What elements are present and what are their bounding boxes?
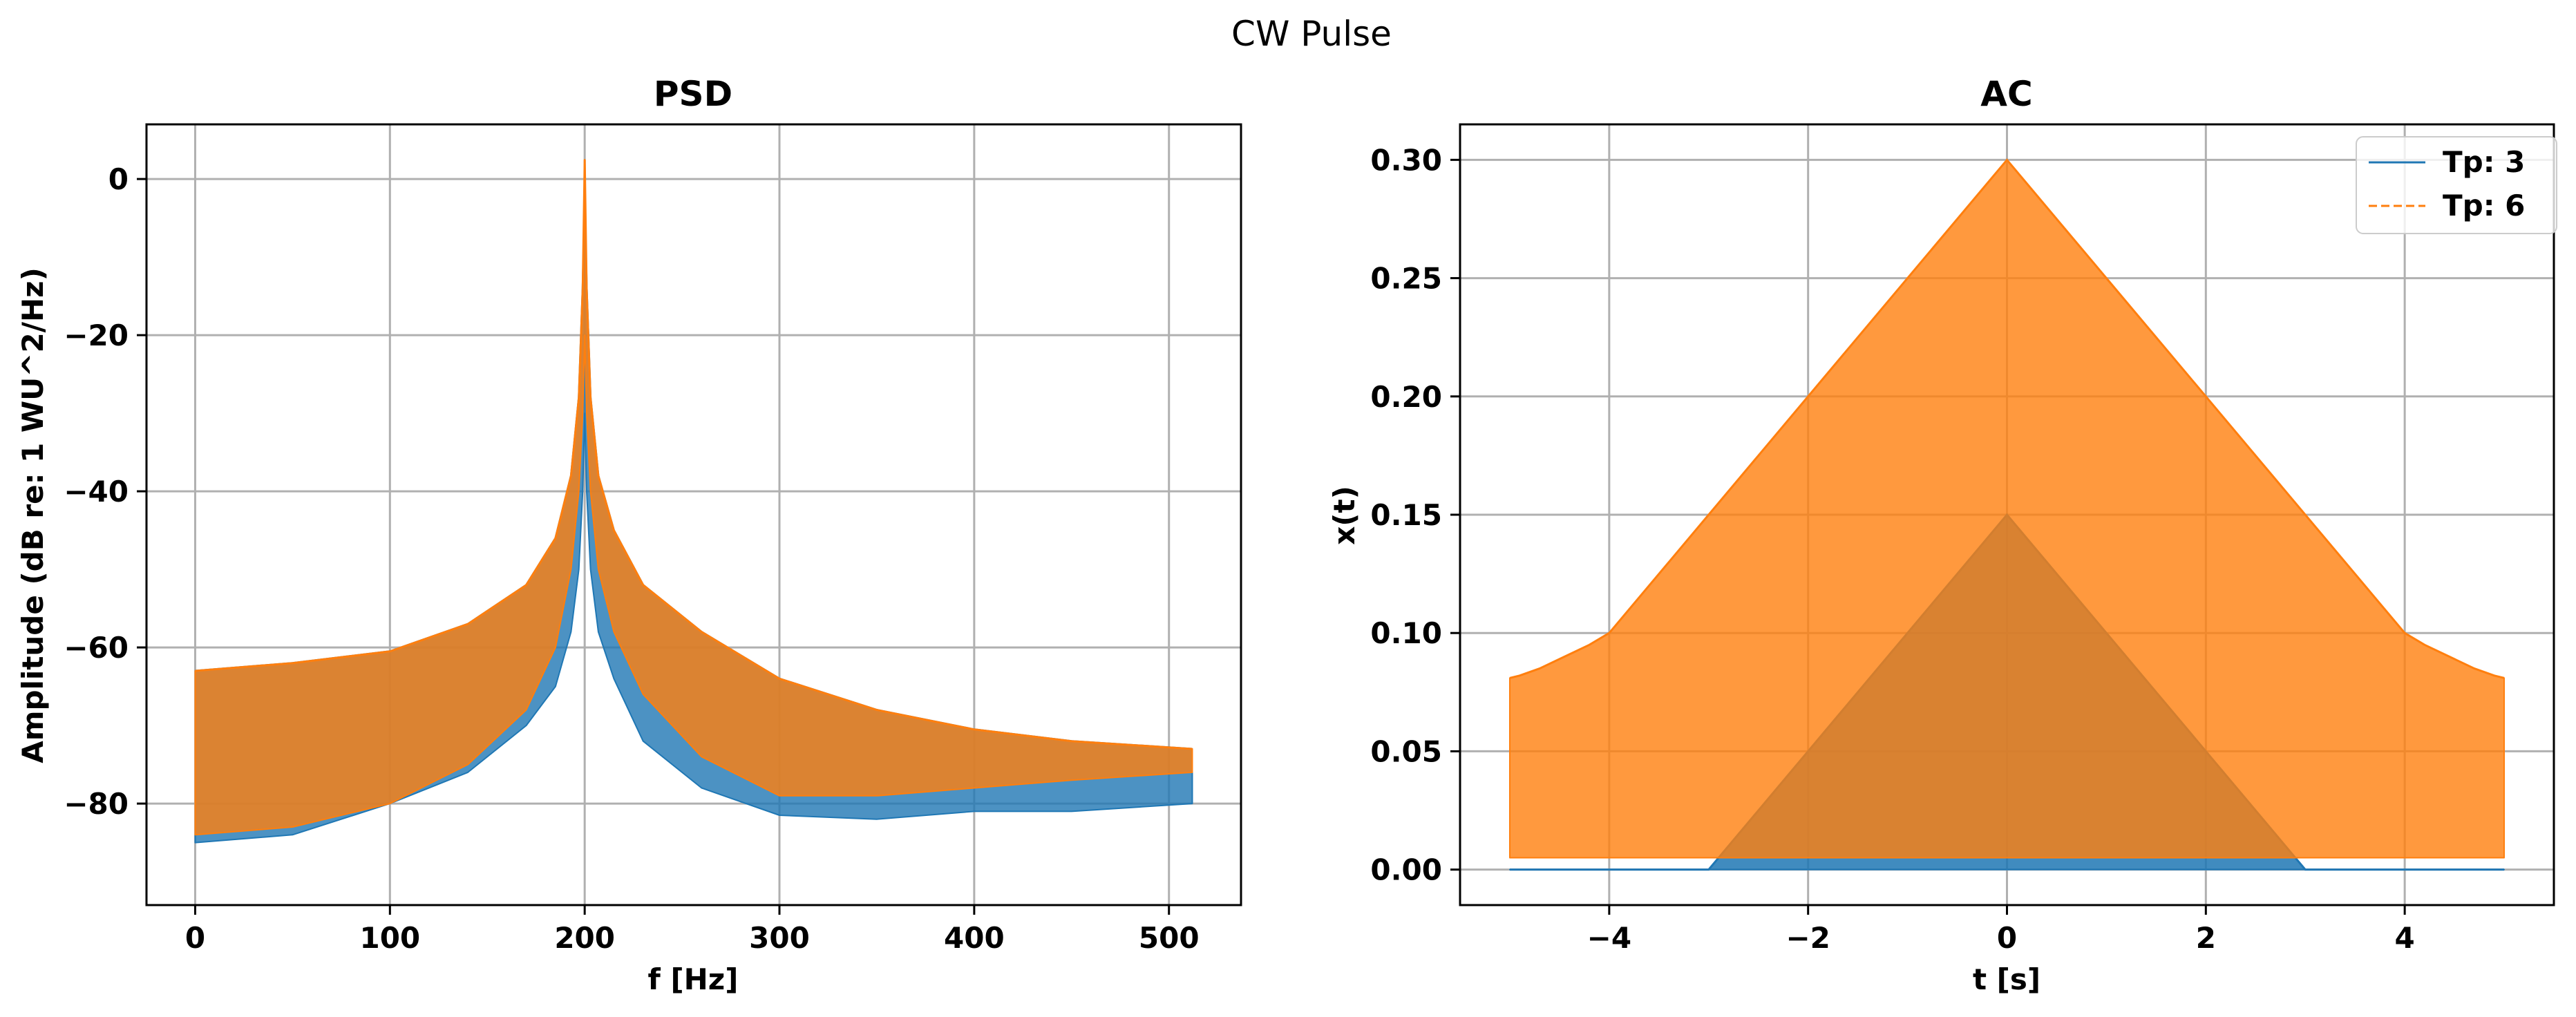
ac-ytick-label: 0.30: [1370, 143, 1442, 177]
psd-axes-frame: [145, 123, 1242, 906]
psd-xlabel: f [Hz]: [648, 962, 739, 996]
ac-xtick-label: 2: [2196, 921, 2216, 955]
ac-ytick-label: 0.10: [1370, 616, 1442, 650]
psd-title: PSD: [654, 74, 732, 114]
ac-axes: AC −4 −2 0 2 4 0.000.050.100.150.200.250.30 …: [1327, 74, 2557, 996]
ac-x-ticks: −4 −2 0 2 4: [1587, 905, 2415, 955]
ac-legend: Tp: 3 Tp: 6: [2356, 136, 2557, 234]
ac-ylabel: x(t): [1327, 486, 1361, 545]
psd-series-group: [194, 158, 1193, 844]
psd-x-ticks: 0 100 200 300 400 500: [185, 905, 1200, 955]
ac-band-tp-6: [1509, 159, 2505, 859]
ac-series-group: [1509, 158, 2505, 871]
psd-ylabel: Amplitude (dB re: 1 WU^2/Hz): [16, 267, 50, 763]
legend-label-tp3: Tp: 3: [2443, 145, 2525, 179]
psd-line-series-2: [195, 159, 1193, 750]
psd-xtick-label: 400: [944, 921, 1005, 955]
ac-y-ticks: 0.00 0.05 0.10 0.15 0.20 0.25 0.30: [1370, 143, 1460, 887]
ac-ytick-label: 0.00: [1370, 853, 1442, 887]
psd-y-ticks: 0 −20 −40 −60 −80: [64, 162, 146, 821]
legend-label-tp6: Tp: 6: [2443, 189, 2525, 222]
figure-suptitle: CW Pulse: [1231, 14, 1392, 54]
psd-frame: [145, 123, 1242, 906]
ac-title: AC: [1980, 74, 2032, 114]
ac-line-tp-6: [1509, 158, 2505, 679]
ac-xtick-label: 4: [2395, 921, 2415, 955]
psd-ytick-label: −60: [64, 631, 129, 665]
ac-ytick-label: 0.15: [1370, 498, 1442, 532]
psd-ytick-label: −40: [64, 475, 129, 508]
psd-axes: PSD 0 100 200 300 400 500 0 −20 −40 −60 −80 f [Hz…: [16, 74, 1242, 996]
ac-xtick-label: −4: [1587, 921, 1631, 955]
ac-xlabel: t [s]: [1973, 962, 2040, 996]
psd-ytick-label: −20: [64, 319, 129, 352]
ac-xtick-label: −2: [1786, 921, 1830, 955]
psd-band-series-2: [194, 158, 1193, 836]
ac-ytick-label: 0.05: [1370, 734, 1442, 768]
psd-xtick-label: 300: [749, 921, 810, 955]
psd-xtick-label: 0: [185, 921, 205, 955]
psd-xtick-label: 100: [359, 921, 420, 955]
ac-xtick-label: 0: [1997, 921, 2017, 955]
psd-ytick-label: −80: [64, 787, 129, 821]
ac-ytick-label: 0.20: [1370, 380, 1442, 414]
psd-xtick-label: 200: [554, 921, 615, 955]
ac-ytick-label: 0.25: [1370, 262, 1442, 296]
legend-box: [2356, 136, 2557, 234]
psd-ytick-label: 0: [108, 162, 129, 196]
psd-xtick-label: 500: [1139, 921, 1200, 955]
